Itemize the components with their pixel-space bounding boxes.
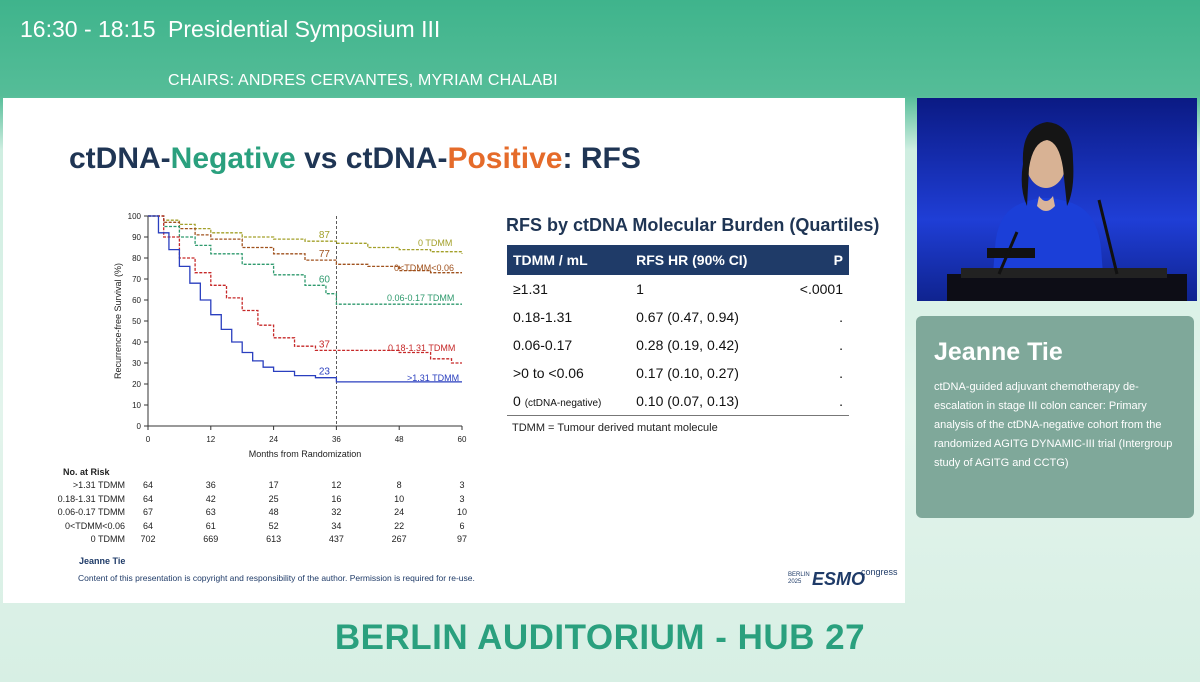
risk-count: 3 <box>459 493 465 504</box>
landmark-value: 87 <box>319 230 331 241</box>
series-label: 0.18-1.31 TDMM <box>388 343 455 353</box>
km-survival-chart: 0 10 20 30 40 50 60 70 80 90 100 0 12 24 36 48 60 Months … <box>113 212 467 459</box>
logo-suffix: congress <box>861 567 898 577</box>
y-tick-label: 20 <box>132 380 141 389</box>
table-row: 0.18-1.31 0.67 (0.47, 0.94). <box>513 309 843 325</box>
x-tick-label: 0 <box>146 435 151 444</box>
y-tick-label: 70 <box>132 275 141 284</box>
risk-count: 25 <box>268 493 279 504</box>
session-time: 16:30 - 18:15 <box>20 16 156 42</box>
risk-count: 437 <box>328 534 344 544</box>
speaker-card: Jeanne Tie ctDNA-guided adjuvant chemoth… <box>916 316 1194 518</box>
risk-count: 6 <box>459 520 465 531</box>
series-label: 0<TDMM<0.06 <box>394 263 454 273</box>
y-tick-label: 80 <box>132 254 141 263</box>
slide-presenter: Jeanne Tie <box>79 556 126 566</box>
table-row: >0 to <0.06 0.17 (0.10, 0.27). <box>513 365 843 381</box>
table-title: RFS by ctDNA Molecular Burden (Quartiles… <box>506 215 880 235</box>
y-tick-label: 90 <box>132 233 141 242</box>
risk-count: 669 <box>203 534 219 544</box>
risk-row-label: 0.06-0.17 TDMM <box>57 507 125 517</box>
km-curve <box>148 215 462 383</box>
risk-count: 22 <box>394 520 405 531</box>
risk-count: 12 <box>331 480 342 490</box>
risk-count: 48 <box>268 507 279 517</box>
hr-table: TDMM / mL RFS HR (90% CI) P ≥1.31 1 <.0001… <box>507 245 849 416</box>
y-tick-label: 100 <box>128 212 142 221</box>
y-tick-label: 60 <box>132 296 141 305</box>
risk-count: 32 <box>331 507 342 517</box>
logo-city: BERLIN 2025 <box>788 572 810 585</box>
landmark-value: 60 <box>319 274 331 285</box>
x-axis-title: Months from Randomization <box>249 449 362 459</box>
esmo-logo: BERLIN 2025 ESMO congress <box>788 567 898 591</box>
risk-count: 17 <box>268 480 279 490</box>
km-curve <box>148 215 463 254</box>
risk-count: 42 <box>205 493 216 504</box>
risk-count: 61 <box>205 520 216 531</box>
landmark-value: 37 <box>319 339 331 350</box>
presentation-slide: ctDNA-Negative vs ctDNA-Positive: RFS 0 1… <box>3 98 905 603</box>
speaker-video <box>917 98 1197 301</box>
y-tick-label: 0 <box>137 422 142 431</box>
risk-count: 64 <box>142 520 153 531</box>
risk-count: 63 <box>205 507 216 517</box>
x-tick-label: 60 <box>458 435 467 444</box>
table-footnote: TDMM = Tumour derived mutant molecule <box>512 422 718 434</box>
risk-count: 34 <box>331 520 342 531</box>
risk-count: 97 <box>456 534 467 544</box>
x-tick-label: 12 <box>206 435 215 444</box>
risk-count: 36 <box>205 480 216 490</box>
x-tick-label: 48 <box>395 435 404 444</box>
x-tick-label: 36 <box>332 435 341 444</box>
risk-count: 267 <box>391 534 407 544</box>
speaker-name: Jeanne Tie <box>934 338 1063 366</box>
risk-count: 16 <box>331 493 342 504</box>
landmark-value: 23 <box>319 367 331 378</box>
risk-count: 52 <box>268 520 279 531</box>
y-tick-label: 50 <box>132 317 141 326</box>
risk-row-label: 0<TDMM<0.06 <box>64 520 125 531</box>
table-header: P <box>781 245 849 275</box>
risk-count: 3 <box>459 480 465 490</box>
slide-title: ctDNA-Negative vs ctDNA-Positive: RFS <box>69 142 641 175</box>
risk-count: 64 <box>142 493 153 504</box>
y-axis-title: Recurrence-free Survival (%) <box>113 263 123 379</box>
talk-title: ctDNA-guided adjuvant chemotherapy de-es… <box>934 381 1173 469</box>
risk-count: 10 <box>456 507 467 517</box>
risk-row-label: 0.18-1.31 TDMM <box>57 493 125 504</box>
session-title: Presidential Symposium III <box>168 16 441 42</box>
risk-count: 24 <box>394 507 405 517</box>
series-label: >1.31 TDMM <box>407 373 459 383</box>
risk-row-label: 0 TDMM <box>90 534 125 544</box>
risk-count: 67 <box>142 507 153 517</box>
x-tick-label: 24 <box>269 435 278 444</box>
series-label: 0.06-0.17 TDMM <box>387 293 454 303</box>
risk-table-title: No. at Risk <box>63 467 110 477</box>
risk-count: 10 <box>394 493 405 504</box>
table-row: 0 (ctDNA-negative) 0.10 (0.07, 0.13). <box>507 387 849 416</box>
km-curve <box>148 215 462 364</box>
copyright-note: Content of this presentation is copyrigh… <box>78 573 475 583</box>
logo-name: ESMO <box>812 569 866 589</box>
table-row: ≥1.31 1 <.0001 <box>513 281 843 297</box>
y-tick-label: 40 <box>132 338 141 347</box>
risk-count: 64 <box>142 480 153 490</box>
risk-count: 613 <box>266 534 282 544</box>
venue-footer: BERLIN AUDITORIUM - HUB 27 <box>334 618 866 657</box>
speaker-figure <box>917 98 1197 301</box>
session-chairs: CHAIRS: ANDRES CERVANTES, MYRIAM CHALABI <box>168 72 558 89</box>
landmark-value: 77 <box>319 249 331 260</box>
series-label: 0 TDMM <box>418 238 452 248</box>
risk-row-label: >1.31 TDMM <box>72 480 125 490</box>
km-curve <box>148 215 462 305</box>
table-row: 0.06-0.17 0.28 (0.19, 0.42). <box>513 337 843 353</box>
risk-count: 702 <box>140 534 156 544</box>
table-header: RFS HR (90% CI) <box>630 245 782 275</box>
y-tick-label: 10 <box>132 401 141 410</box>
risk-table: No. at Risk >1.31 TDMM 64 36 17 12 8 3 0.18-1.3… <box>3 98 483 558</box>
y-tick-label: 30 <box>132 359 141 368</box>
table-header: TDMM / mL <box>507 245 631 275</box>
risk-count: 8 <box>396 480 402 490</box>
